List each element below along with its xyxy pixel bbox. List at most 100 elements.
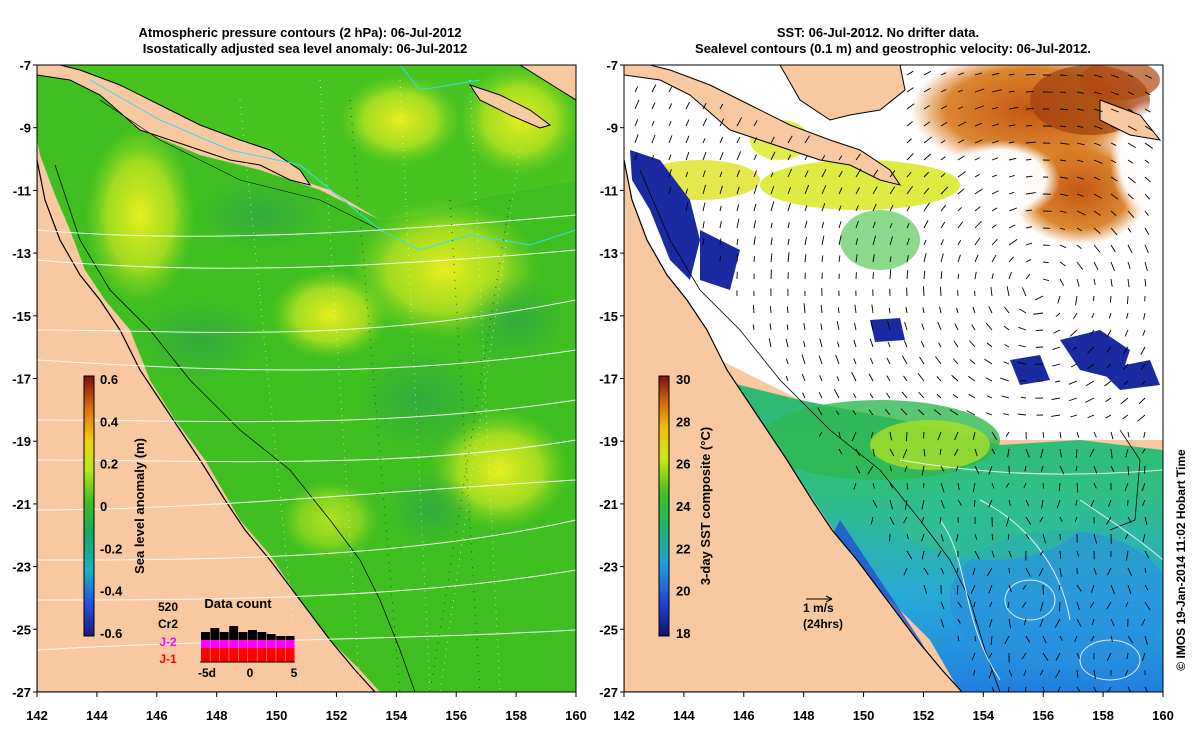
velocity-arrow — [1076, 210, 1086, 216]
velocity-arrow — [1074, 635, 1078, 642]
colorbar-tick-label: -0.2 — [100, 541, 122, 556]
velocity-arrow — [991, 533, 994, 541]
velocity-arrow — [1025, 158, 1032, 161]
data-count-bar — [219, 640, 229, 648]
velocity-arrow — [988, 499, 993, 508]
velocity-arrow — [884, 408, 891, 416]
velocity-arrow — [634, 119, 639, 127]
velocity-arrow — [957, 171, 966, 178]
colorbar-tick-label: -0.4 — [100, 584, 123, 599]
velocity-arrow — [905, 306, 908, 314]
data-count-bar — [210, 628, 220, 640]
velocity-arrow — [918, 391, 925, 399]
velocity-arrow — [787, 238, 790, 246]
velocity-arrow — [1141, 482, 1146, 492]
velocity-arrow — [634, 99, 640, 110]
velocity-arrow — [1122, 346, 1129, 355]
velocity-arrow — [940, 139, 946, 144]
colorbar-tick-label: 22 — [676, 541, 690, 556]
velocity-arrow — [753, 170, 758, 178]
velocity-arrow — [869, 393, 874, 399]
velocity-arrow — [1008, 584, 1012, 593]
velocity-arrow — [1093, 74, 1103, 78]
velocity-arrow — [973, 669, 976, 676]
velocity-arrow — [974, 173, 980, 178]
data-count-inset: Data count -5d 0 5 520 Cr2 J-2 J-1 — [158, 596, 298, 680]
velocity-arrow — [855, 205, 859, 212]
velocity-arrow — [1124, 533, 1129, 540]
velocity-arrow — [853, 393, 857, 399]
velocity-arrow — [803, 303, 806, 314]
y-tick-label: -23 — [599, 560, 618, 575]
velocity-arrow — [968, 375, 976, 382]
velocity-arrow — [685, 188, 688, 195]
velocity-arrow — [1023, 482, 1027, 489]
velocity-arrow — [651, 120, 655, 127]
velocity-arrow — [1090, 635, 1095, 642]
velocity-arrow — [1055, 312, 1061, 317]
velocity-arrow — [991, 123, 1000, 127]
y-tick-label: -17 — [599, 372, 618, 387]
velocity-arrow — [903, 340, 908, 348]
velocity-arrow — [1042, 431, 1045, 438]
velocity-arrow — [889, 499, 894, 510]
velocity-arrow — [821, 221, 825, 229]
velocity-arrow — [923, 70, 932, 76]
x-tick-label: 158 — [1092, 708, 1114, 723]
left-panel: Atmospheric pressure contours (2 hPa): 0… — [36, 25, 577, 693]
velocity-arrow — [668, 103, 673, 110]
velocity-arrow — [974, 72, 983, 76]
velocity-arrow — [753, 256, 755, 263]
velocity-arrow — [634, 134, 639, 144]
velocity-arrow — [836, 321, 840, 331]
velocity-arrow — [889, 170, 896, 178]
velocity-arrow — [1110, 159, 1117, 164]
data-count-bar — [201, 632, 210, 640]
velocity-arrow — [838, 235, 842, 246]
data-count-bar — [266, 634, 276, 640]
velocity-arrow — [1093, 465, 1098, 474]
velocity-arrow — [785, 375, 789, 382]
velocity-arrow — [923, 584, 928, 595]
velocity-arrow — [835, 410, 840, 416]
velocity-arrow — [787, 154, 792, 161]
velocity-arrow — [1110, 108, 1119, 113]
velocity-arrow — [1052, 363, 1061, 367]
velocity-arrow — [1093, 142, 1102, 146]
velocity-arrow — [940, 601, 945, 610]
velocity-arrow — [685, 171, 689, 178]
velocity-arrow — [821, 235, 825, 246]
velocity-arrow — [923, 121, 931, 127]
velocity-arrow — [949, 409, 959, 416]
velocity-arrow — [851, 371, 857, 382]
data-count-bar — [276, 636, 286, 640]
velocity-arrow — [1042, 652, 1049, 662]
velocity-arrow — [1110, 176, 1118, 182]
y-tick-label: -21 — [599, 497, 618, 512]
velocity-arrow — [1076, 91, 1085, 94]
velocity-arrow — [937, 550, 942, 558]
velocity-arrow — [1124, 329, 1129, 337]
velocity-arrow — [1127, 278, 1130, 288]
velocity-arrow — [1025, 516, 1032, 526]
velocity-arrow — [1076, 176, 1084, 180]
velocity-arrow — [1025, 567, 1031, 577]
velocity-arrow — [956, 307, 959, 314]
velocity-arrow — [940, 105, 948, 110]
data-count-bar — [285, 640, 295, 648]
velocity-arrow — [719, 171, 723, 178]
velocity-arrow — [988, 465, 993, 475]
velocity-arrow — [957, 72, 964, 76]
velocity-arrow — [985, 322, 993, 331]
velocity-arrow — [685, 101, 690, 110]
velocity-arrow — [988, 669, 993, 679]
velocity-arrow — [719, 205, 722, 212]
velocity-arrow — [957, 499, 963, 506]
velocity-arrow — [872, 235, 876, 246]
data-count-bar — [257, 640, 267, 648]
velocity-arrow — [702, 184, 707, 195]
velocity-arrow — [1042, 482, 1044, 489]
x-tick-label: 160 — [1152, 708, 1174, 723]
velocity-arrow — [940, 121, 948, 127]
velocity-arrow — [1140, 346, 1146, 355]
